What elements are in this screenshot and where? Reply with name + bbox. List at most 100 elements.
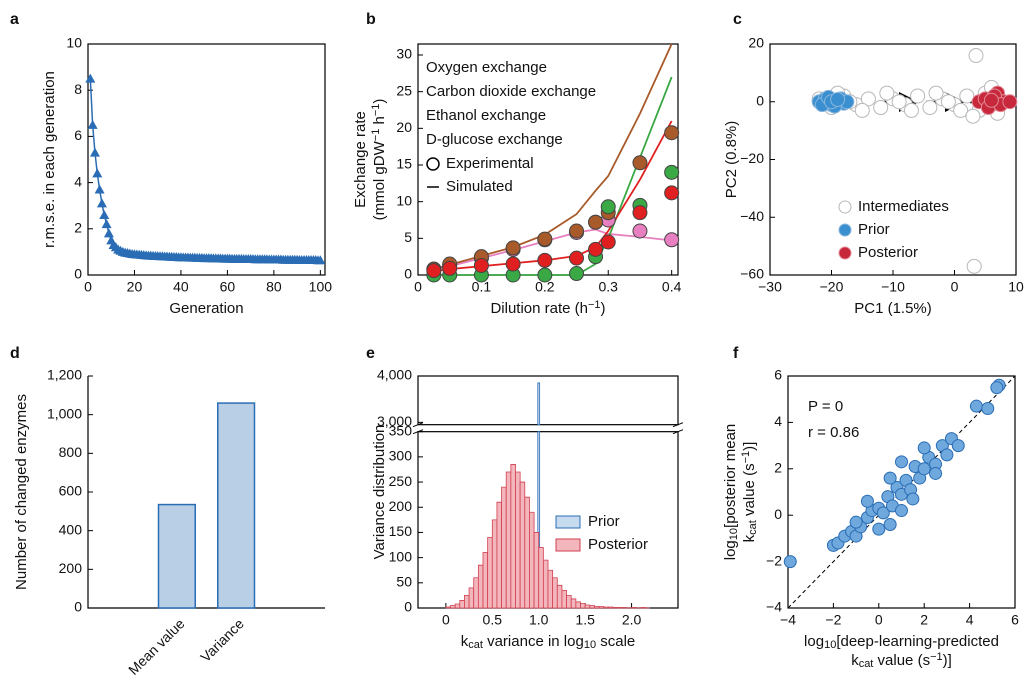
point xyxy=(537,231,553,247)
point xyxy=(876,506,890,520)
histogram-bar xyxy=(580,603,586,609)
y-tick-label: −20 xyxy=(740,150,764,166)
panel-label: a xyxy=(10,11,19,28)
point xyxy=(569,266,585,282)
histogram-bar xyxy=(529,511,535,609)
x-axis-label-part: k xyxy=(461,633,469,650)
x-tick-label: 6 xyxy=(1011,612,1019,628)
histogram-bar xyxy=(459,600,465,609)
y-tick-label: 30 xyxy=(396,46,412,62)
y-axis-label-part: k xyxy=(741,534,758,542)
point xyxy=(830,91,846,107)
x-axis-label-part: cat xyxy=(859,658,874,670)
y-tick-label: 2 xyxy=(74,220,82,236)
x-axis-label-part: −1 xyxy=(930,651,943,663)
point xyxy=(983,92,999,108)
histogram-bar xyxy=(589,605,595,609)
y-axis-label-part: ) xyxy=(371,99,388,104)
y-axis-label-part: )] xyxy=(741,442,758,451)
histogram-bar xyxy=(561,589,567,609)
histogram-bar xyxy=(547,569,554,609)
point xyxy=(505,256,521,272)
y-axis-label-part: −1 xyxy=(370,129,382,142)
x-tick-label: −10 xyxy=(881,279,905,295)
histogram-bar xyxy=(566,595,572,609)
point xyxy=(873,100,889,116)
point xyxy=(569,223,585,239)
y-axis-label-part: −1 xyxy=(740,451,752,464)
point xyxy=(951,439,965,453)
point xyxy=(632,223,648,239)
x-tick-label: 2 xyxy=(920,612,928,628)
histogram-bar xyxy=(482,552,489,609)
histogram-bar xyxy=(640,607,646,609)
histogram-bar xyxy=(505,471,512,609)
point xyxy=(315,255,326,265)
legend-label: Posterior xyxy=(858,244,918,261)
histogram-bar xyxy=(612,607,619,609)
y-tick-label: 5 xyxy=(404,229,412,245)
point xyxy=(910,88,926,104)
point xyxy=(940,448,954,462)
y-tick-label: 15 xyxy=(396,156,412,172)
point xyxy=(96,198,107,208)
x-tick-label: 20 xyxy=(127,279,143,295)
histogram-bar xyxy=(556,584,563,609)
y-tick-label: 0 xyxy=(404,599,412,615)
histogram-bar xyxy=(603,606,609,609)
point xyxy=(895,455,908,469)
y-axis-label: kcat value (s−1)] xyxy=(740,442,759,543)
point xyxy=(965,108,981,124)
x-axis-label-part: value (s xyxy=(873,652,930,669)
legend-label: Prior xyxy=(588,513,620,530)
point xyxy=(883,471,897,485)
histogram-bar xyxy=(617,607,623,609)
histogram-bar xyxy=(533,532,540,609)
point xyxy=(664,125,680,141)
point xyxy=(860,494,874,508)
x-tick-label: −2 xyxy=(825,612,841,628)
point xyxy=(664,232,680,248)
x-tick-label: 0 xyxy=(84,279,92,295)
x-axis-label-part: )] xyxy=(943,652,952,669)
x-axis-label: log10[deep-learning-predicted xyxy=(804,633,999,651)
point xyxy=(990,381,1004,395)
y-tick-label: 1,000 xyxy=(47,405,82,421)
bar xyxy=(217,402,256,609)
x-tick-label: 0.2 xyxy=(535,279,555,295)
x-axis-label-part: ) xyxy=(601,300,606,317)
y-tick-label: 0 xyxy=(404,266,412,282)
x-tick-label: 0.3 xyxy=(599,279,619,295)
y-tick-label: 250 xyxy=(389,473,413,489)
panel-label: f xyxy=(733,345,739,362)
x-axis-label: Generation xyxy=(169,300,243,317)
y-axis-label: log10[posterior mean xyxy=(722,424,740,561)
legend-label: Oxygen exchange xyxy=(426,59,547,76)
y-tick-label: 4,000 xyxy=(377,367,412,383)
y-axis-label: PC2 (0.8%) xyxy=(723,121,740,199)
histogram-bar xyxy=(584,604,591,609)
y-axis-label-part: −1 xyxy=(370,104,382,117)
x-tick-label: 2.0 xyxy=(622,612,642,628)
y-axis-label-part: value (s xyxy=(741,463,758,520)
point xyxy=(101,219,112,229)
point xyxy=(89,147,100,157)
panel-label: d xyxy=(10,345,20,362)
histogram-bar xyxy=(607,606,614,609)
point xyxy=(903,102,919,118)
y-tick-label: −40 xyxy=(740,208,764,224)
y-tick-label: −2 xyxy=(766,552,782,568)
simulated-line xyxy=(433,228,672,271)
histogram-bar xyxy=(594,606,600,609)
legend-label: Simulated xyxy=(446,178,513,195)
point xyxy=(860,91,876,107)
point xyxy=(1002,94,1018,110)
legend-label: Carbon dioxide exchange xyxy=(426,83,596,100)
line xyxy=(89,78,321,261)
axis-break xyxy=(672,429,684,435)
legend-label: Prior xyxy=(858,221,890,238)
x-tick-label: 0.4 xyxy=(662,279,682,295)
histogram-bar xyxy=(538,547,544,609)
annotation: r = 0.86 xyxy=(808,424,859,441)
legend-marker xyxy=(426,157,440,171)
